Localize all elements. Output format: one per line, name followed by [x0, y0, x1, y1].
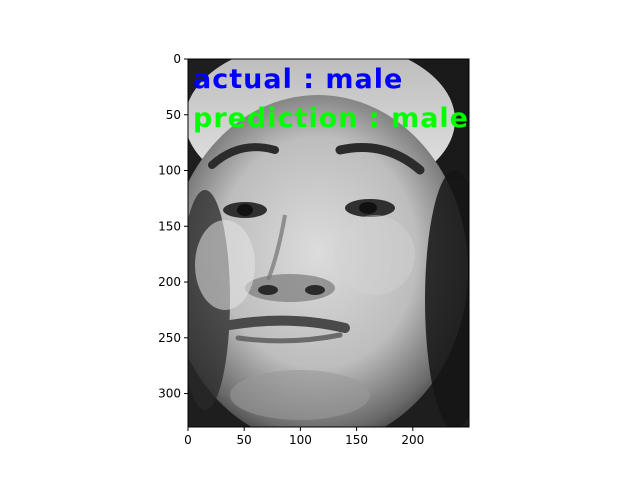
y-axis: 0 50 100 150 200 250 300: [158, 52, 188, 401]
y-tick-label: 0: [173, 52, 181, 66]
actual-label: actual : male: [193, 64, 403, 95]
y-tick-label: 50: [166, 108, 181, 122]
x-tick-label: 0: [184, 433, 192, 447]
x-tick-label: 50: [237, 433, 252, 447]
axes-frame: [187, 58, 470, 428]
x-tick-label: 100: [289, 433, 312, 447]
x-tick-label: 200: [401, 433, 424, 447]
y-tick-label: 250: [158, 331, 181, 345]
x-tick-label: 150: [345, 433, 368, 447]
y-tick-label: 100: [158, 164, 181, 178]
y-tick-label: 200: [158, 275, 181, 289]
prediction-label: prediction : male: [193, 103, 469, 134]
x-axis: 0 50 100 150 200: [184, 427, 424, 447]
y-tick-label: 150: [158, 219, 181, 233]
y-tick-label: 300: [158, 387, 181, 401]
grayscale-face-photo: [188, 59, 469, 427]
